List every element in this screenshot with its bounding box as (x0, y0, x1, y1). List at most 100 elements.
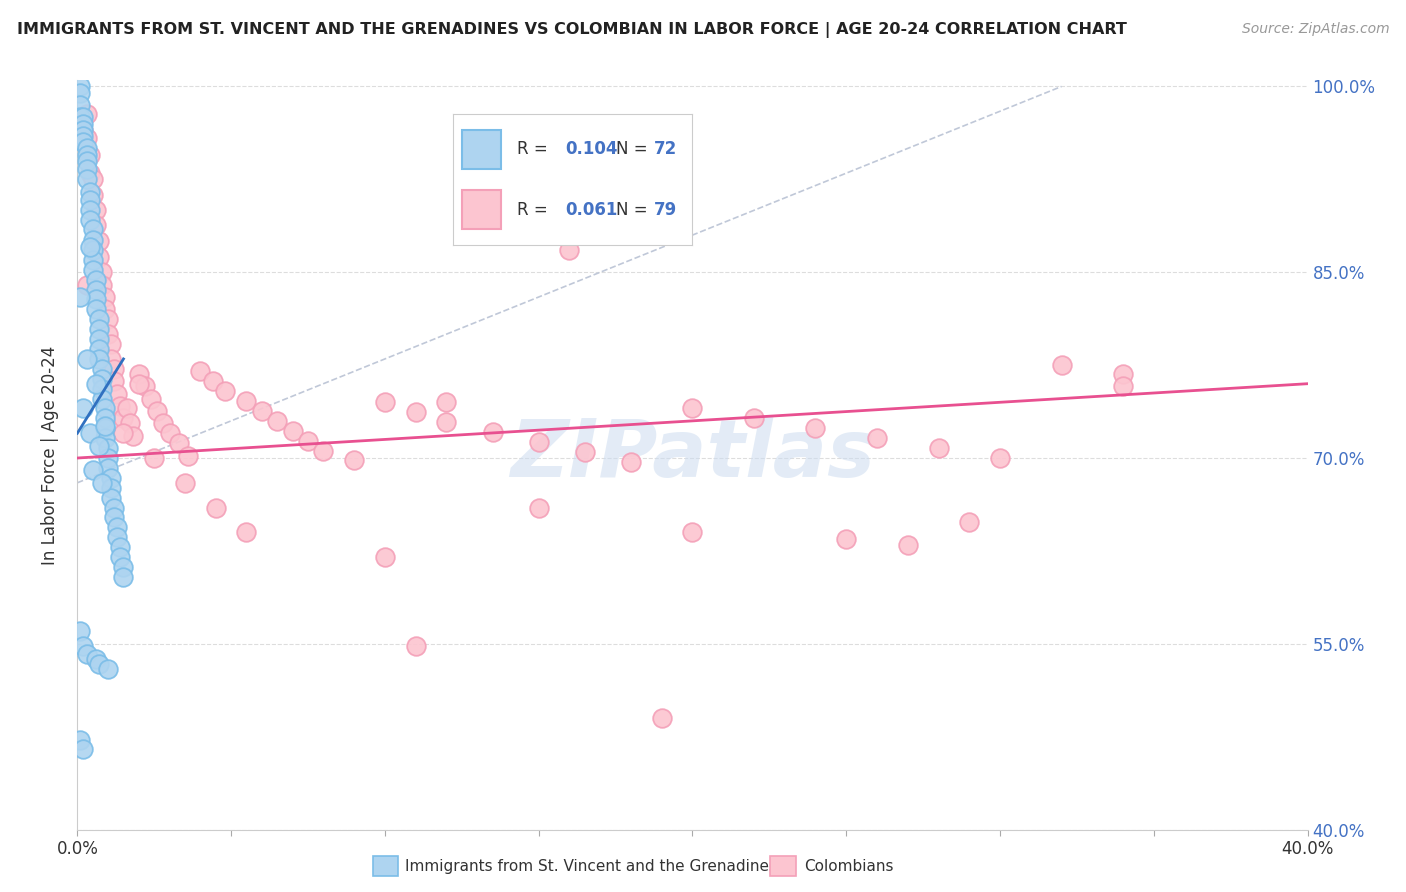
Point (87, 342, 110, 356)
Point (79, 185, 101, 199)
Point (87, 322, 110, 336)
Point (69, 114, 91, 128)
Point (804, 421, 827, 435)
Point (343, 453, 366, 467)
Point (94, 401, 117, 416)
Point (374, 395, 396, 409)
Point (82, 233, 104, 247)
Point (436, 395, 458, 409)
Point (90, 392, 114, 406)
Point (105, 530, 128, 544)
Text: Source: ZipAtlas.com: Source: ZipAtlas.com (1241, 22, 1389, 37)
Point (87, 312, 110, 326)
Point (76, 277, 98, 292)
Point (405, 405, 427, 419)
Point (266, 414, 288, 428)
Point (167, 436, 190, 450)
Point (90, 475, 114, 490)
Point (118, 417, 141, 431)
Point (97, 461, 120, 475)
Point (250, 404, 273, 418)
Point (72, 401, 94, 416)
Point (835, 532, 858, 546)
Point (79, 426, 101, 441)
Point (84, 376, 107, 391)
Point (90, 372, 114, 386)
Point (159, 426, 181, 441)
Point (115, 401, 138, 416)
Point (112, 570, 135, 584)
Point (72, 742, 94, 756)
Point (527, 500, 550, 515)
Point (214, 384, 236, 398)
Point (90, 382, 114, 396)
Point (574, 445, 596, 459)
Point (105, 386, 128, 401)
Point (76, 172, 98, 186)
Point (72, 111, 94, 125)
Text: Immigrants from St. Vincent and the Grenadines: Immigrants from St. Vincent and the Gren… (405, 859, 778, 873)
Point (76, 141, 98, 155)
Point (97, 312, 120, 326)
Point (87, 234, 110, 248)
Point (97, 327, 120, 342)
Point (651, 711, 673, 725)
Point (866, 431, 889, 445)
Point (82, 172, 104, 186)
Point (87, 351, 110, 366)
Point (82, 243, 104, 257)
Point (134, 379, 156, 393)
Point (79, 166, 101, 180)
Point (84, 293, 107, 307)
Point (84, 203, 107, 218)
Text: Colombians: Colombians (804, 859, 894, 873)
Point (94, 411, 117, 425)
Point (957, 516, 980, 530)
Point (141, 392, 163, 406)
Text: ZIPatlas: ZIPatlas (510, 416, 875, 494)
Point (90, 362, 114, 376)
Point (82, 188, 104, 202)
Point (527, 434, 550, 449)
Point (69, 79, 91, 94)
Point (682, 525, 704, 540)
Point (79, 213, 101, 227)
Point (84, 218, 107, 232)
Point (742, 411, 765, 425)
Point (84, 302, 107, 317)
Point (235, 394, 257, 409)
Point (82, 222, 104, 236)
Point (928, 441, 950, 455)
Point (297, 434, 319, 448)
Point (76, 153, 98, 168)
Point (1112, 379, 1135, 393)
Point (103, 500, 125, 515)
Point (100, 471, 122, 485)
Point (201, 374, 224, 388)
Point (146, 404, 169, 418)
Point (481, 425, 503, 439)
Point (69, 733, 91, 747)
Point (72, 128, 94, 143)
Point (897, 538, 920, 552)
Point (76, 131, 98, 145)
Point (84, 283, 107, 297)
Point (100, 491, 122, 505)
Point (620, 455, 643, 469)
Point (69, 98, 91, 112)
Point (87, 439, 110, 453)
Point (94, 421, 117, 435)
Point (235, 525, 257, 540)
Point (79, 147, 101, 161)
Point (72, 135, 94, 149)
Point (76, 162, 98, 177)
Point (103, 362, 125, 376)
Point (76, 106, 98, 120)
Point (97, 450, 120, 465)
Point (177, 449, 200, 463)
Point (72, 117, 94, 131)
Point (112, 426, 135, 441)
Point (188, 364, 212, 378)
Point (100, 337, 122, 351)
Point (121, 428, 143, 442)
